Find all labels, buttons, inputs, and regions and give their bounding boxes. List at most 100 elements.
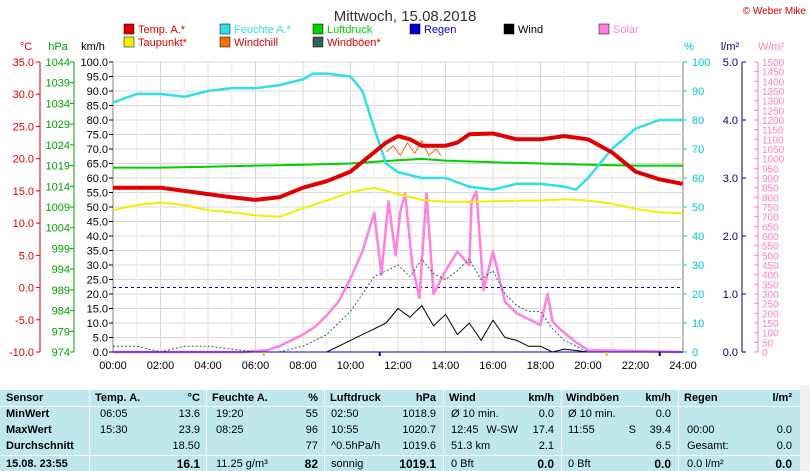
table-cell-press-val: 1020.7 [402,424,436,436]
y-tick-label-rain: 5.0 [723,57,738,69]
table-cell-press-val: 1018.9 [402,408,436,420]
y-tick-label-temp: 20.0 [13,154,34,166]
y-tick-label-solar: 800 [762,193,779,204]
table-cell-press-time: ^0.5hPa/h [331,440,381,452]
y-tick-label-wind: 5.0 [93,333,108,345]
y-tick-label-solar: 550 [762,242,779,253]
table-divider [206,390,207,471]
legend-swatch [598,23,610,35]
y-tick-label-humidity: 90 [692,86,704,98]
legend-swatch [503,23,515,35]
legend-label: Luftdruck [327,24,373,36]
y-tick-label-rain: 3.0 [723,173,738,185]
table-cell-humid-time: 08:25 [216,424,244,436]
x-tick-label: 22:00 [622,360,650,372]
y-tick-label-solar: 650 [762,222,779,233]
y-tick-label-temp: 5.0 [19,250,34,262]
table-cell-temp-val: 16.1 [176,457,200,471]
table-divider [0,455,800,456]
credit-label: © Weber Mike [743,6,807,17]
series-line-solar [113,190,684,354]
y-tick-label-pressure: 994 [52,264,70,276]
table-cell-humid-time: 11.25 g/m³ [216,458,268,470]
legend-label: Windchill [234,37,278,49]
y-tick-label-temp: 0.0 [19,283,34,295]
y-tick-label-pressure: 984 [52,306,70,318]
y-tick-label-solar: 50 [762,338,774,349]
table-cell-wind-val: 2.1 [538,440,554,452]
table-cell-gust-val: 0.0 [654,457,671,471]
legend-label: Wind [518,24,543,36]
table-cell-humid-val: 77 [305,440,318,452]
y-tick-label-solar: 100 [762,329,779,340]
y-tick-label-solar: 750 [762,203,779,214]
chart-title: Mittwoch, 15.08.2018 [334,8,477,25]
legend-label: Windböen* [327,37,382,49]
y-tick-label-rain: 1.0 [723,289,738,301]
y-tick-label-wind: 95.0 [87,72,108,84]
x-tick-label: 14:00 [432,360,460,372]
table-cell-wind-time: 0 Bft [451,458,474,470]
y-tick-label-temp: -5.0 [15,315,34,327]
y-tick-label-solar: 450 [762,261,779,272]
table-cell-rain-val: 0.0 [776,424,792,436]
header-rain: Regen [684,392,718,404]
y-tick-label-pressure: 979 [52,326,70,338]
axis-unit-rain: l/m² [721,41,740,53]
y-tick-label-temp: 25.0 [13,121,34,133]
y-tick-label-humidity: 30 [692,260,704,272]
table-cell-press-val: 1019.6 [402,440,436,452]
table-cell-rain-time: 0.0 l/m² [687,458,724,470]
table-cell-wind-val: 0.0 [537,457,554,471]
y-tick-label-pressure: 1039 [46,78,70,90]
table-cell-gust-val: 6.5 [655,440,671,452]
y-tick-label-temp: 35.0 [13,57,34,69]
y-tick-label-solar: 950 [762,164,779,175]
x-tick-label: 00:00 [99,360,127,372]
table-cell-wind-val: 0.0 [538,408,554,420]
y-tick-label-rain: 4.0 [723,115,738,127]
table-cell-gust-time: 0 Bft [568,458,591,470]
y-tick-label-rain: 2.0 [723,231,738,243]
y-tick-label-solar: 350 [762,280,779,291]
legend-swatch [409,23,421,35]
x-tick-label: 18:00 [527,360,555,372]
y-tick-label-solar: 300 [762,290,779,301]
y-tick-label-solar: 1300 [762,97,785,108]
y-tick-label-solar: 1000 [762,155,785,166]
legend-label: Taupunkt* [138,37,188,49]
y-tick-label-wind: 50.0 [87,202,108,214]
y-tick-label-solar: 1450 [762,68,785,79]
y-tick-label-solar: 1100 [762,135,784,146]
y-tick-label-pressure: 1004 [46,223,70,235]
y-tick-label-solar: 600 [762,232,779,243]
header-wind-unit: km/h [528,392,554,404]
y-tick-label-wind: 10.0 [87,318,108,330]
table-cell-press-time: 02:50 [331,408,359,420]
weather-chart: Mittwoch, 15.08.2018 © Weber Mike Temp. A.… [9,6,807,372]
table-cell-temp-val: 18.50 [172,440,200,452]
table-cell-humid-val: 96 [305,424,318,436]
y-tick-label-solar: 1500 [762,58,785,69]
y-tick-label-solar: 900 [762,174,779,185]
axis-unit-solar: W/m² [758,41,785,53]
legend-swatch [219,23,231,35]
table-cell-humid-val: 55 [305,408,318,420]
header-gust-unit: km/h [645,392,671,404]
table-cell-label: MaxWert [6,424,52,436]
header-humid-unit: % [308,392,318,404]
table-cell-label: Durchschnitt [6,440,74,452]
axis-unit-wind: km/h [81,41,105,53]
y-tick-label-humidity: 60 [692,173,704,185]
legend-swatch [123,36,135,48]
y-tick-label-temp: 30.0 [13,89,34,101]
y-tick-label-wind: 0.0 [93,347,108,359]
vertical-scrollbar[interactable] [800,385,810,471]
table-cell-rain-time: Gesamt: [687,440,729,452]
series-line-feuchte-a [112,72,683,191]
table-cell-gust-val: 0.0 [655,408,671,420]
table-cell-wind-time: 51.3 km [451,440,491,452]
y-tick-label-humidity: 20 [692,289,704,301]
axis-unit-pressure: hPa [48,41,68,53]
table-divider [324,390,325,471]
